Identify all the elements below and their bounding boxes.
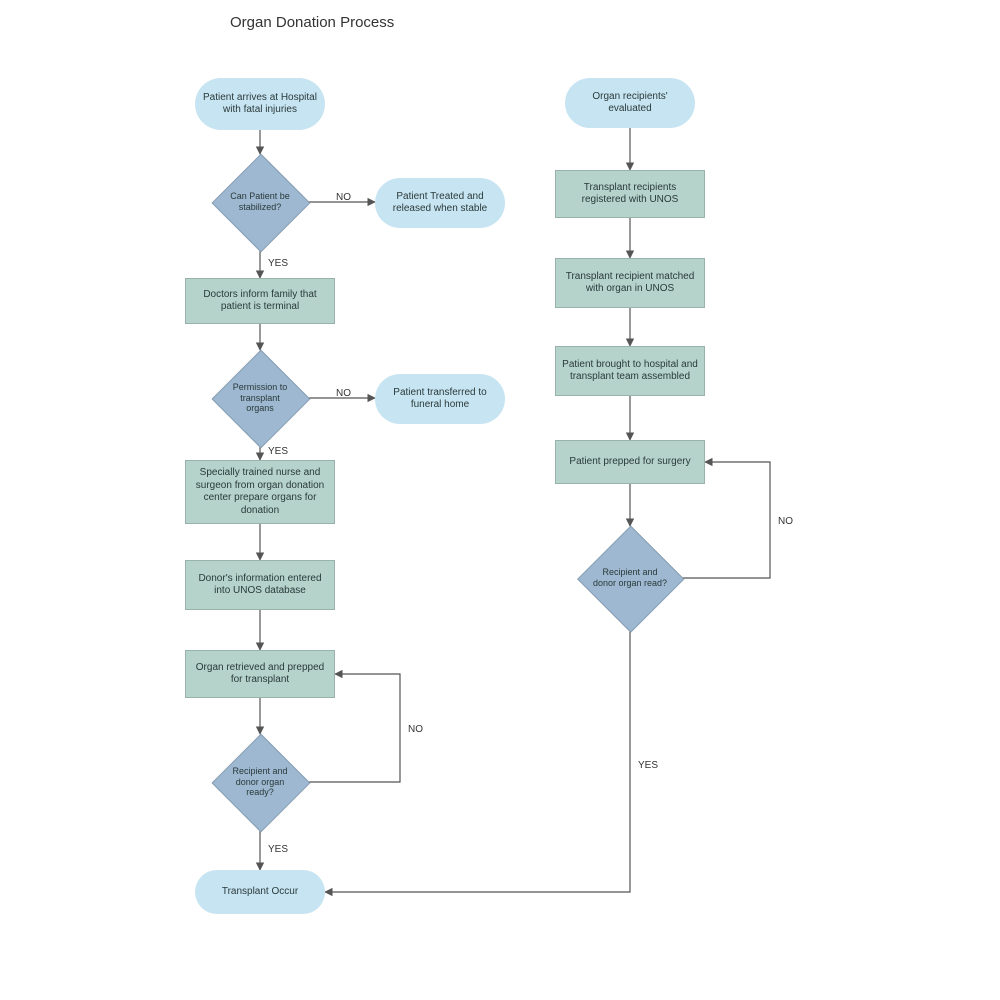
process-n6: Donor's information entered into UNOS da… xyxy=(185,560,335,610)
decision-label: Recipient and donor organ ready? xyxy=(212,734,308,830)
process-r2: Transplant recipients registered with UN… xyxy=(555,170,705,218)
edge-label: NO xyxy=(778,516,793,527)
decision-d4: Recipient and donor organ read? xyxy=(578,526,682,630)
edge-label: NO xyxy=(336,192,351,203)
chart-title: Organ Donation Process xyxy=(230,14,394,31)
terminator-n2: Patient Treated and released when stable xyxy=(375,178,505,228)
process-n7: Organ retrieved and prepped for transpla… xyxy=(185,650,335,698)
process-r3: Transplant recipient matched with organ … xyxy=(555,258,705,308)
edges-layer xyxy=(0,0,1000,1000)
edge-label: NO xyxy=(408,724,423,735)
edge xyxy=(325,630,630,892)
edge-label: NO xyxy=(336,388,351,399)
decision-label: Can Patient be stabilized? xyxy=(212,154,308,250)
terminator-n4: Patient transferred to funeral home xyxy=(375,374,505,424)
decision-d2: Permission to transplant organs xyxy=(212,350,308,446)
process-r5: Patient prepped for surgery xyxy=(555,440,705,484)
process-n3: Doctors inform family that patient is te… xyxy=(185,278,335,324)
decision-label: Recipient and donor organ read? xyxy=(578,526,682,630)
terminator-n8: Transplant Occur xyxy=(195,870,325,914)
edge-label: YES xyxy=(268,844,288,855)
decision-d1: Can Patient be stabilized? xyxy=(212,154,308,250)
terminator-n1: Patient arrives at Hospital with fatal i… xyxy=(195,78,325,130)
decision-d3: Recipient and donor organ ready? xyxy=(212,734,308,830)
edge-label: YES xyxy=(268,446,288,457)
decision-label: Permission to transplant organs xyxy=(212,350,308,446)
terminator-r1: Organ recipients' evaluated xyxy=(565,78,695,128)
edge-label: YES xyxy=(638,760,658,771)
process-n5: Specially trained nurse and surgeon from… xyxy=(185,460,335,524)
process-r4: Patient brought to hospital and transpla… xyxy=(555,346,705,396)
flowchart-canvas: Organ Donation Process Patient arrives a… xyxy=(0,0,1000,1000)
edge-label: YES xyxy=(268,258,288,269)
